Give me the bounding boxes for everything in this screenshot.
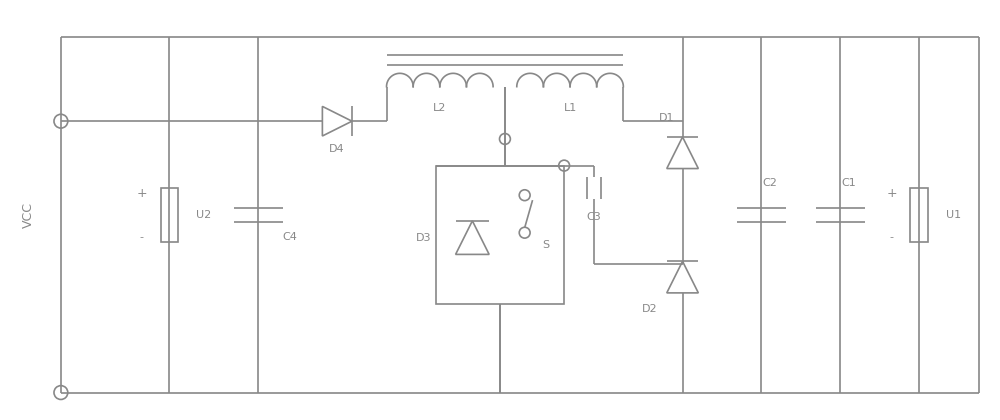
Text: L1: L1	[563, 103, 577, 113]
Text: VCC: VCC	[22, 202, 35, 228]
Text: +: +	[886, 187, 897, 200]
Text: C3: C3	[586, 212, 601, 222]
Text: S: S	[542, 239, 550, 249]
Text: -: -	[890, 232, 894, 242]
Text: -: -	[140, 232, 144, 242]
Text: +: +	[136, 187, 147, 200]
Text: C1: C1	[841, 178, 856, 188]
Text: C4: C4	[282, 232, 297, 242]
Text: D3: D3	[415, 233, 431, 243]
Text: U2: U2	[196, 210, 211, 220]
Bar	[161, 188, 178, 242]
Text: D2: D2	[642, 304, 658, 314]
Text: L2: L2	[433, 103, 446, 113]
Text: C2: C2	[762, 178, 777, 188]
Bar	[910, 188, 928, 242]
Text: D1: D1	[659, 113, 675, 123]
Text: D4: D4	[329, 144, 345, 154]
Bar	[436, 165, 564, 304]
Text: U1: U1	[946, 210, 961, 220]
